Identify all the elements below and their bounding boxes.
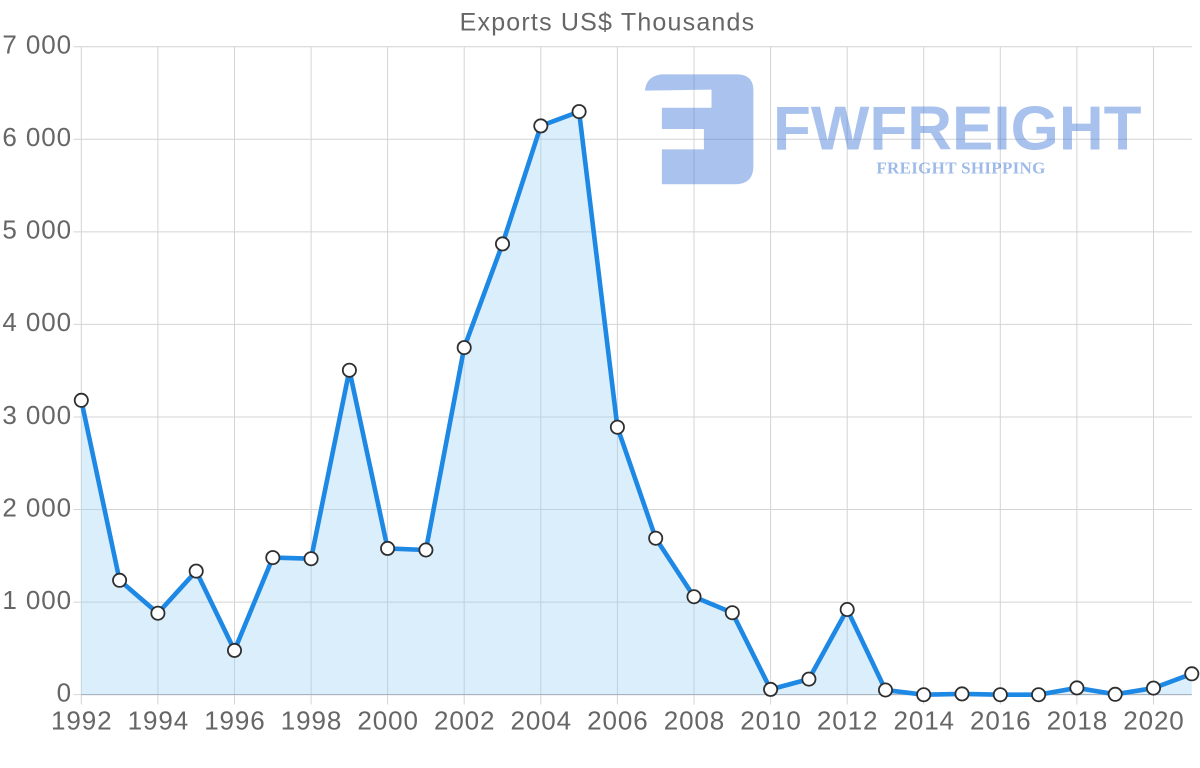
svg-text:2 000: 2 000: [2, 492, 72, 522]
svg-text:2010: 2010: [740, 706, 801, 736]
svg-text:1994: 1994: [128, 706, 189, 736]
svg-text:3 000: 3 000: [2, 400, 72, 430]
svg-text:2018: 2018: [1047, 706, 1108, 736]
svg-text:2006: 2006: [587, 706, 648, 736]
svg-text:1992: 1992: [51, 706, 112, 736]
svg-text:FWFREIGHT: FWFREIGHT: [773, 95, 1142, 164]
svg-text:2014: 2014: [893, 706, 954, 736]
svg-text:2008: 2008: [664, 706, 725, 736]
svg-text:7 000: 7 000: [2, 30, 72, 60]
svg-text:2016: 2016: [970, 706, 1031, 736]
svg-text:FREIGHT SHIPPING: FREIGHT SHIPPING: [876, 159, 1045, 178]
svg-text:6 000: 6 000: [2, 122, 72, 152]
svg-text:2004: 2004: [511, 706, 572, 736]
svg-text:2002: 2002: [434, 706, 495, 736]
svg-text:4 000: 4 000: [2, 307, 72, 337]
svg-text:2012: 2012: [817, 706, 878, 736]
svg-text:5 000: 5 000: [2, 215, 72, 245]
svg-text:2020: 2020: [1123, 706, 1184, 736]
svg-text:1 000: 1 000: [2, 585, 72, 615]
svg-text:2000: 2000: [357, 706, 418, 736]
svg-text:1998: 1998: [281, 706, 342, 736]
svg-text:0: 0: [57, 677, 72, 707]
svg-text:1996: 1996: [204, 706, 265, 736]
svg-text:Exports US$ Thousands: Exports US$ Thousands: [460, 9, 756, 37]
